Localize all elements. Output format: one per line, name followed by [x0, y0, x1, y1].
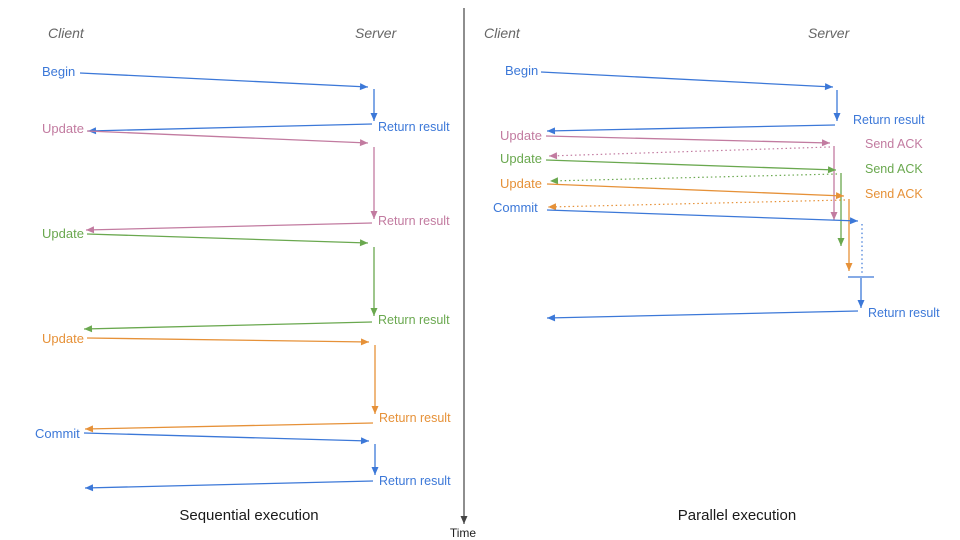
response-arrow: [84, 422, 374, 433]
par-row-update-3: Update Send ACK: [500, 176, 923, 271]
send-ack-label: Send ACK: [865, 137, 923, 151]
request-arrow: [546, 209, 859, 225]
return-result-label: Return result: [379, 411, 451, 425]
ack-dotted-arrow: [549, 173, 838, 185]
response-arrow: [85, 222, 373, 234]
panel-title: Parallel execution: [678, 507, 796, 524]
response-arrow: [83, 321, 373, 333]
message-label: Begin: [42, 64, 75, 79]
return-result-label: Return result: [868, 306, 940, 320]
request-arrow: [83, 432, 370, 445]
par-row-update-1: Update Send ACK: [500, 128, 923, 220]
return-result-label: Return result: [853, 113, 925, 127]
response-arrow: [546, 124, 836, 135]
time-axis: Time: [450, 8, 477, 540]
response-arrow: [546, 310, 859, 322]
request-arrow: [79, 72, 369, 91]
sequential-panel: Client Server Begin Return result Update…: [35, 25, 451, 524]
send-ack-label: Send ACK: [865, 187, 923, 201]
message-label: Update: [42, 121, 84, 136]
request-arrow: [546, 183, 845, 200]
time-axis-label: Time: [450, 526, 477, 540]
par-row-begin: Begin Return result: [505, 63, 925, 135]
client-header: Client: [484, 25, 521, 41]
return-result-label: Return result: [378, 214, 450, 228]
seq-row-update-2: Update Return result: [42, 226, 450, 333]
response-arrow: [84, 480, 374, 492]
return-result-label: Return result: [378, 120, 450, 134]
request-arrow: [545, 159, 837, 174]
par-row-update-2: Update Send ACK: [500, 151, 923, 246]
return-result-label: Return result: [379, 474, 451, 488]
send-ack-label: Send ACK: [865, 162, 923, 176]
client-header: Client: [48, 25, 85, 41]
message-label: Begin: [505, 63, 538, 78]
server-header: Server: [355, 25, 398, 41]
message-label: Update: [42, 331, 84, 346]
message-label: Commit: [35, 426, 80, 441]
panel-title: Sequential execution: [179, 507, 318, 524]
message-label: Update: [500, 176, 542, 191]
server-header: Server: [808, 25, 851, 41]
request-arrow: [86, 130, 369, 147]
response-arrow: [87, 123, 373, 135]
message-label: Commit: [493, 200, 538, 215]
seq-row-commit: Commit Return result: [35, 426, 451, 492]
ack-dotted-arrow: [547, 199, 846, 211]
return-result-label: Return result: [378, 313, 450, 327]
parallel-panel: Client Server Begin Return result Update…: [484, 25, 940, 524]
par-row-commit: Commit Return result: [493, 200, 940, 322]
seq-row-update-3: Update Return result: [42, 331, 451, 433]
seq-row-update-1: Update Return result: [42, 121, 450, 234]
message-label: Update: [500, 151, 542, 166]
message-label: Update: [42, 226, 84, 241]
seq-row-begin: Begin Return result: [42, 64, 450, 135]
request-arrow: [540, 71, 834, 91]
message-label: Update: [500, 128, 542, 143]
request-arrow: [545, 135, 831, 147]
request-arrow: [86, 233, 369, 247]
request-arrow: [86, 337, 370, 346]
ack-dotted-arrow: [548, 146, 831, 160]
